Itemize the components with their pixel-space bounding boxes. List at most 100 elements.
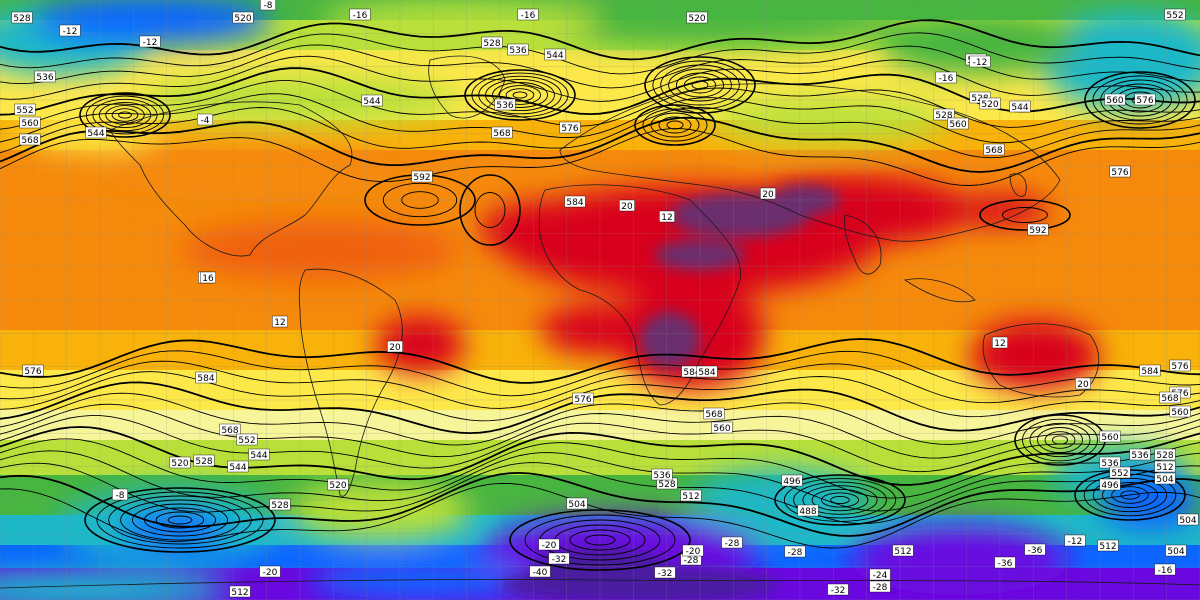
contour-label: 544	[1009, 100, 1031, 113]
svg-text:12: 12	[661, 213, 672, 223]
svg-text:20: 20	[1077, 380, 1089, 390]
contour-label: -20	[259, 565, 281, 578]
svg-text:-36: -36	[998, 559, 1013, 569]
temp-region	[500, 567, 780, 600]
svg-text:-24: -24	[873, 571, 888, 581]
contour-label: 576	[559, 121, 581, 134]
coastline	[109, 101, 353, 257]
svg-text:536: 536	[653, 471, 670, 481]
closed-contour	[820, 492, 860, 508]
closed-contour	[1084, 71, 1196, 129]
contour-label: 544	[248, 448, 270, 461]
closed-contour	[1002, 207, 1048, 223]
coastline	[538, 184, 742, 406]
closed-contour	[478, 75, 562, 115]
svg-text:552: 552	[1111, 469, 1128, 479]
closed-contour	[471, 72, 569, 118]
height-contour	[0, 350, 1200, 397]
closed-contour	[524, 514, 676, 566]
contour-label: 20	[619, 199, 635, 212]
svg-text:552: 552	[16, 106, 33, 116]
closed-contour	[660, 64, 740, 106]
contour-label: 512	[1097, 539, 1119, 552]
closed-contour	[683, 76, 717, 94]
svg-text:504: 504	[1179, 516, 1196, 526]
svg-text:520: 520	[171, 459, 188, 469]
contour-label: 560	[19, 116, 41, 129]
contour-label: 544	[227, 460, 249, 473]
contour-label: -12	[1064, 534, 1086, 547]
closed-contour	[668, 68, 732, 102]
closed-contour	[79, 92, 171, 138]
closed-contour	[509, 509, 691, 571]
svg-text:544: 544	[363, 97, 380, 107]
contour-label: 528	[269, 498, 291, 511]
svg-text:488: 488	[799, 507, 816, 517]
closed-contour	[1111, 486, 1149, 504]
svg-text:536: 536	[1131, 451, 1148, 461]
contour-label: 20	[1075, 377, 1091, 390]
svg-text:20: 20	[389, 343, 401, 353]
svg-text:-12: -12	[63, 27, 78, 37]
closed-contour	[1102, 482, 1158, 508]
contour-label: 528	[481, 36, 503, 49]
contour-label: 552	[14, 103, 36, 116]
svg-text:-16: -16	[939, 74, 954, 84]
closed-contour	[979, 199, 1071, 231]
contour-label: 536	[1129, 448, 1151, 461]
temp-region	[850, 525, 1070, 595]
svg-text:504: 504	[1167, 547, 1184, 557]
closed-contour	[155, 511, 205, 529]
contour-label: 20	[387, 340, 403, 353]
coastline	[844, 214, 882, 275]
svg-text:-16: -16	[353, 11, 368, 21]
svg-text:528: 528	[271, 501, 288, 511]
closed-contour	[143, 507, 217, 533]
height-contour	[0, 93, 1200, 144]
contour-label: 560	[1099, 430, 1121, 443]
closed-contour	[802, 485, 878, 515]
contour-label: -32	[654, 566, 676, 579]
contour-label: -20	[682, 544, 704, 557]
closed-contour	[1037, 427, 1083, 453]
contour-label: 536	[34, 70, 56, 83]
contour-label: 576	[572, 392, 594, 405]
contour-label: 568	[491, 126, 513, 139]
contour-label: 536	[494, 98, 516, 111]
svg-text:560: 560	[1171, 408, 1188, 418]
contour-label: -12	[139, 35, 161, 48]
svg-text:-32: -32	[831, 586, 846, 596]
height-contour	[0, 128, 1200, 186]
height-contour	[0, 67, 1200, 116]
height-contour	[0, 392, 1200, 446]
contour-label: -8	[112, 488, 128, 501]
contour-label: 16	[200, 271, 216, 284]
svg-text:576: 576	[574, 395, 591, 405]
closed-contour	[783, 478, 897, 522]
closed-contour	[105, 105, 145, 125]
contour-label: -16	[349, 8, 371, 21]
contour-label: 552	[1164, 8, 1186, 21]
closed-contour	[108, 495, 252, 545]
contour-label: 576	[22, 364, 44, 377]
contour-label: 520	[232, 11, 254, 24]
closed-contour	[132, 503, 228, 537]
temp-region	[710, 98, 950, 142]
svg-text:560: 560	[21, 119, 38, 129]
svg-text:-28: -28	[873, 583, 888, 593]
svg-text:504: 504	[1156, 475, 1173, 485]
closed-contour	[485, 78, 555, 112]
svg-text:544: 544	[87, 129, 104, 139]
contour-label: 560	[711, 421, 733, 434]
svg-text:496: 496	[1101, 481, 1118, 491]
temp-region	[480, 200, 640, 260]
closed-contour	[666, 120, 684, 130]
contour-label: 496	[781, 474, 803, 487]
contour-label: 528	[933, 108, 955, 121]
height-contour	[0, 116, 1200, 173]
svg-text:512: 512	[682, 492, 699, 502]
contour-label: 544	[361, 94, 383, 107]
closed-contour	[382, 182, 458, 218]
contour-label: 504	[1154, 472, 1176, 485]
coastline	[903, 278, 976, 303]
